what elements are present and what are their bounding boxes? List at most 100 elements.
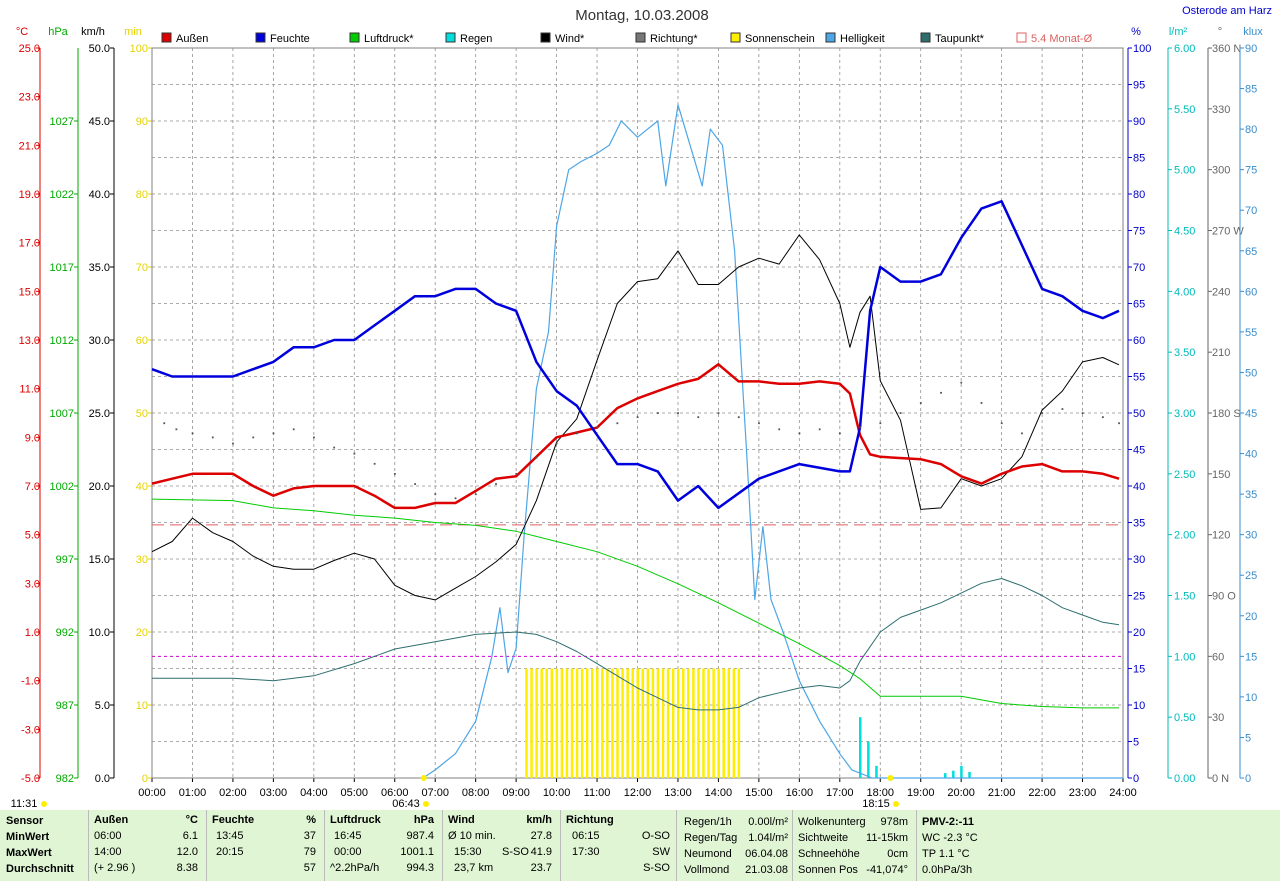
- axis-tick-label: 85: [1133, 153, 1145, 165]
- stats-value: 23.7: [530, 862, 552, 874]
- weather-chart: Montag, 10.03.2008 Osterode am Harz Auße…: [11, 5, 1272, 810]
- x-tick-label: 02:00: [219, 787, 247, 799]
- sunshine-bar: [692, 668, 695, 778]
- stats-pmv-line: WC -2.3 °C: [922, 832, 978, 844]
- direction-dot: [175, 428, 178, 431]
- stats-value: 0cm: [887, 848, 908, 860]
- axis-tick-label: 80: [1245, 124, 1257, 136]
- stats-row-label: Durchschnitt: [6, 863, 74, 875]
- axis-tick-label: 95: [1133, 80, 1145, 92]
- legend-swatch: [445, 32, 456, 43]
- axis-tick-label: 0.00: [1174, 773, 1195, 785]
- axis-tick-label: 40: [1133, 481, 1145, 493]
- stats-value: 978m: [880, 816, 908, 828]
- axis-tick-label: 15.0: [19, 286, 40, 298]
- stats-time: (+ 2.96 ): [94, 862, 136, 874]
- stats-feuchte: Feuchte % 13:45 37 20:15 79 57: [206, 810, 324, 881]
- stats-value: 8.38: [176, 862, 198, 874]
- x-tick-label: 21:00: [988, 787, 1016, 799]
- stats-row-label: MaxWert: [6, 847, 52, 859]
- stats-value: 06.04.08: [745, 848, 788, 860]
- stats-header: Luftdruck: [330, 814, 381, 826]
- sunshine-bar: [737, 668, 741, 778]
- sunshine-bar: [651, 668, 655, 778]
- axis-tick-label: 30: [1245, 530, 1257, 542]
- axis-tick-label: 25: [1133, 591, 1145, 603]
- sunshine-bar: [555, 668, 559, 778]
- sunshine-bar: [590, 668, 594, 778]
- grid-group: [151, 47, 1124, 779]
- x-tick-label: 22:00: [1028, 787, 1056, 799]
- direction-dot: [313, 436, 315, 439]
- axis-tick-label: 35: [1245, 489, 1257, 501]
- stats-wolken: Wolkenunterg 978m Sichtweite 11-15km Sch…: [792, 810, 916, 881]
- axis-tick-label: 982: [56, 773, 74, 785]
- stats-distance: 23,7 km: [454, 862, 494, 874]
- stats-direction: SW: [652, 846, 670, 858]
- stats-value: 79: [303, 846, 316, 858]
- direction-dot: [414, 483, 416, 485]
- x-tick-label: 07:00: [421, 787, 449, 799]
- axis-tick-label: 9.0: [25, 432, 40, 444]
- stats-time: 17:30: [572, 846, 600, 858]
- sunrise-label: 06:43: [392, 798, 420, 810]
- rain-bar: [968, 771, 971, 778]
- sunshine-bar: [575, 668, 579, 778]
- axis-tick-label: 3.00: [1174, 408, 1195, 420]
- axis-tick-label: 17.0: [19, 238, 40, 250]
- stats-value: -41,074°: [866, 864, 908, 876]
- stats-time: Ø 10 min.: [448, 830, 496, 842]
- sunrise-dot: [423, 801, 429, 807]
- stats-value: 11-15km: [866, 832, 908, 844]
- direction-dot: [980, 402, 983, 404]
- rain-axis-unit: l/m²: [1169, 26, 1188, 38]
- axis-tick-label: 45: [1133, 445, 1145, 457]
- stats-label: Sonnen Pos: [798, 864, 858, 876]
- axis-tick-label: 50: [136, 408, 148, 420]
- x-tick-label: 17:00: [826, 787, 854, 799]
- direction-dot: [373, 462, 376, 465]
- axis-tick-label: 0.0: [95, 773, 110, 785]
- x-tick-label: 15:00: [745, 787, 773, 799]
- chart-title: Montag, 10.03.2008: [575, 7, 708, 24]
- x-tick-label: 05:00: [341, 787, 369, 799]
- direction-dot: [1041, 412, 1044, 414]
- stats-value: 57: [303, 862, 316, 874]
- sunshine-bar: [676, 668, 680, 778]
- axis-tick-label: 0: [1133, 773, 1139, 785]
- axis-tick-label: 40.0: [89, 189, 110, 201]
- series-line-helligkeit: [422, 104, 1123, 779]
- direction-dot: [940, 391, 942, 394]
- rain-bar: [952, 770, 955, 778]
- direction-dot: [1061, 408, 1064, 410]
- legend-label: 5.4 Monat-Ø: [1031, 33, 1093, 45]
- direction-dot: [454, 497, 457, 500]
- legend-label: Regen: [460, 33, 492, 45]
- axis-tick-label: 20: [1245, 611, 1257, 623]
- axis-tick-label: 85: [1245, 84, 1257, 96]
- legend-swatch: [825, 32, 836, 43]
- direction-dot: [1021, 432, 1023, 435]
- axis-tick-label: 55: [1245, 327, 1257, 339]
- axis-tick-label: 15: [1245, 651, 1257, 663]
- direction-dot: [656, 412, 659, 414]
- sunshine-bar: [727, 668, 731, 778]
- direction-dot: [191, 432, 194, 435]
- sunshine-bar: [656, 668, 660, 778]
- sunshine-bar: [580, 668, 584, 778]
- direction-dot: [555, 442, 558, 445]
- stats-value: 1001.1: [400, 846, 434, 858]
- legend-swatch: [1016, 32, 1027, 43]
- direction-dot: [859, 426, 862, 429]
- axis-tick-label: 15.0: [89, 554, 110, 566]
- axis-tick-label: 10.0: [89, 627, 110, 639]
- stats-time: 15:30: [454, 846, 482, 858]
- direction-dot: [1081, 412, 1084, 414]
- sunshine-bar: [682, 668, 685, 778]
- legend-swatch: [920, 32, 931, 43]
- axis-tick-label: 997: [56, 554, 74, 566]
- sunshine-bar: [545, 668, 548, 778]
- stats-direction: S-SO: [502, 846, 529, 858]
- direction-dot: [636, 416, 639, 419]
- sunshine-bar: [585, 668, 589, 778]
